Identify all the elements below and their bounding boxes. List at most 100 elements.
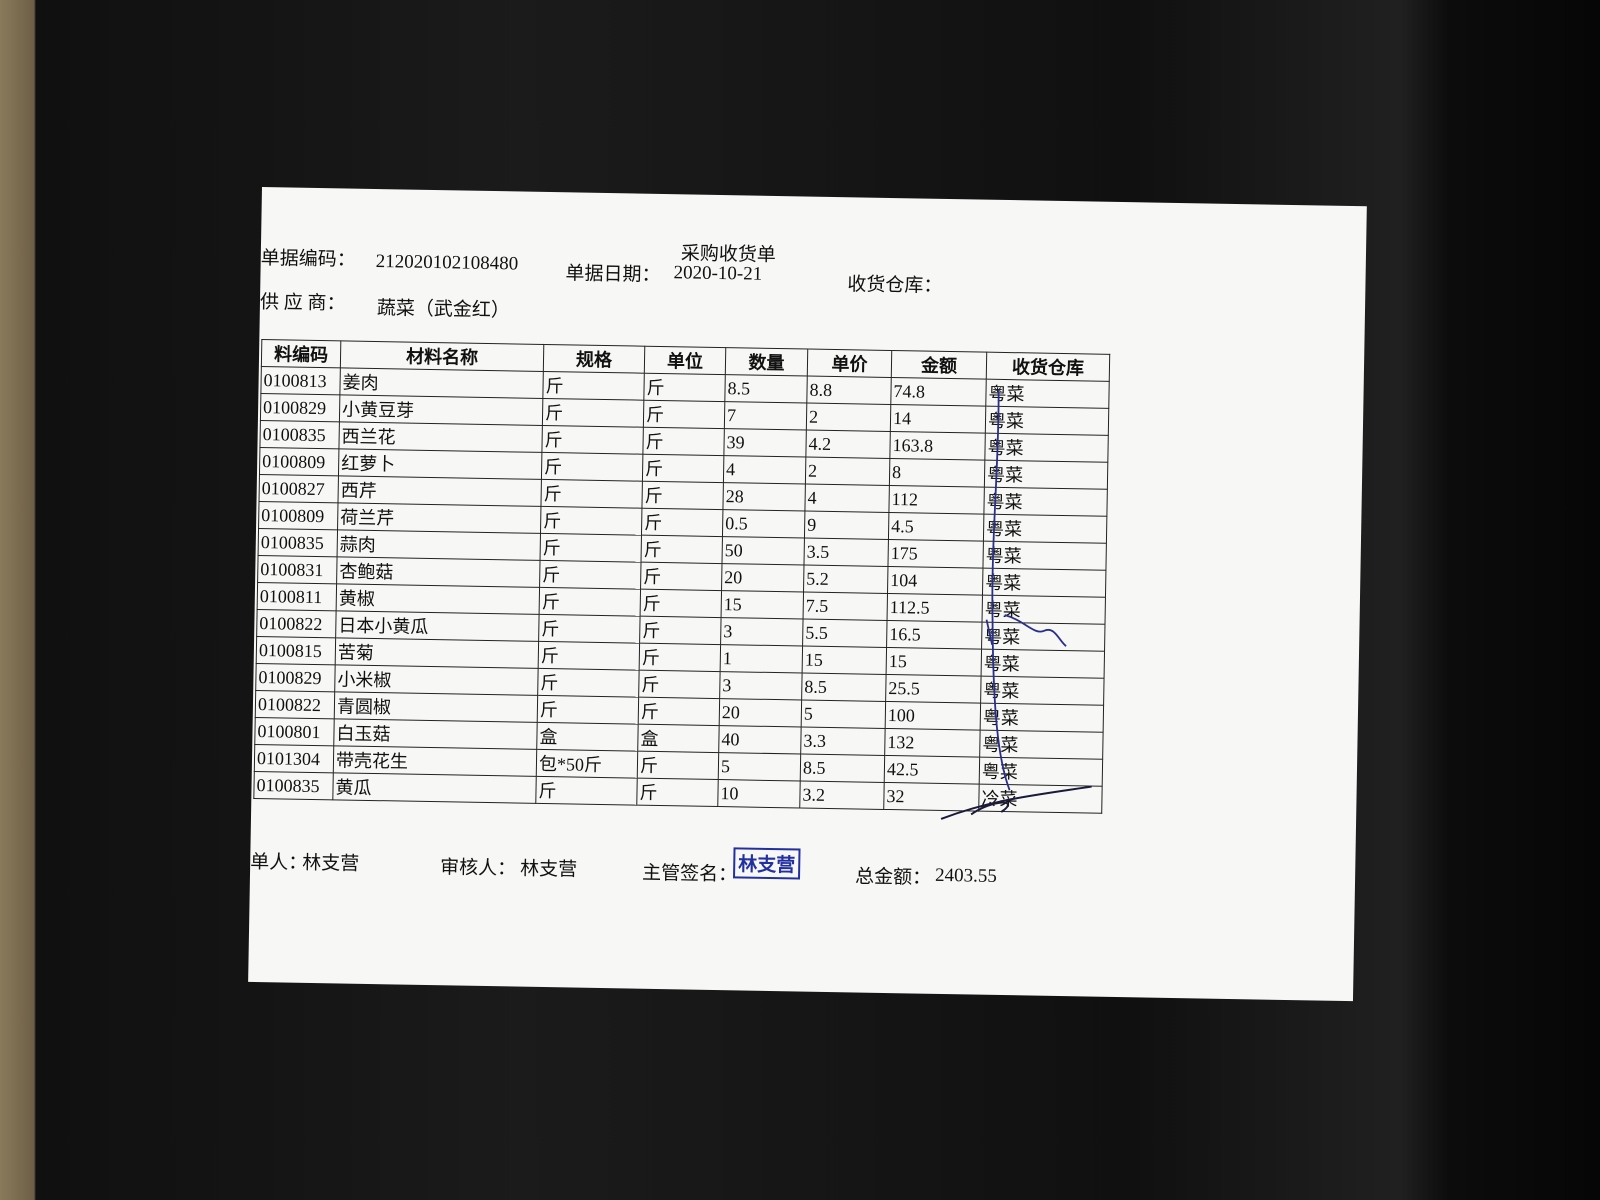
table-cell: 斤 xyxy=(539,560,642,590)
table-cell: 2 xyxy=(806,403,891,432)
table-cell: 5 xyxy=(801,699,886,729)
reviewer-label: 审核人： xyxy=(439,857,517,880)
table-cell: 斤 xyxy=(542,398,644,428)
table-cell: 20 xyxy=(719,698,802,727)
table-cell: 斤 xyxy=(540,533,642,563)
table-cell: 0.5 xyxy=(722,509,805,539)
table-cell: 20 xyxy=(721,563,804,593)
table-cell: 斤 xyxy=(540,506,642,536)
table-cell: 8.5 xyxy=(800,753,885,783)
column-header: 单位 xyxy=(644,346,726,375)
table-cell: 红萝卜 xyxy=(338,448,542,480)
table-cell: 0100813 xyxy=(260,366,341,395)
table-cell: 15 xyxy=(721,590,804,620)
table-cell: 4.2 xyxy=(805,430,891,459)
table-cell: 8.5 xyxy=(801,673,887,702)
table-cell: 5.2 xyxy=(803,565,888,594)
table-cell: 日本小黄瓜 xyxy=(335,610,540,642)
table-cell: 39 xyxy=(723,428,807,458)
table-cell: 0100835 xyxy=(253,771,334,800)
table-cell: 青圆椒 xyxy=(334,691,538,723)
table-cell: 1 xyxy=(720,644,803,674)
table-cell: 28 xyxy=(722,482,806,512)
table-cell: 姜肉 xyxy=(339,367,544,399)
table-cell: 斤 xyxy=(538,614,641,644)
handwritten-signature xyxy=(940,389,1092,820)
reviewer: 林支营 xyxy=(519,858,578,881)
table-cell: 50 xyxy=(721,536,805,566)
table-cell: 斤 xyxy=(541,452,643,482)
table-cell: 斤 xyxy=(641,508,723,537)
table-cell: 7 xyxy=(724,401,807,431)
date-label: 单据日期： xyxy=(565,263,661,286)
table-cell: 斤 xyxy=(642,454,724,483)
table-cell: 斤 xyxy=(541,425,644,455)
table-cell: 0100835 xyxy=(259,420,340,449)
table-cell: 0100811 xyxy=(257,582,337,611)
table-cell: 斤 xyxy=(641,481,724,510)
table-cell: 黄椒 xyxy=(336,583,540,615)
table-cell: 蒜肉 xyxy=(337,529,541,561)
column-header: 收货仓库 xyxy=(986,352,1110,382)
table-cell: 苦菊 xyxy=(335,637,539,669)
table-cell: 2 xyxy=(805,457,890,486)
total-label: 总金额： xyxy=(854,866,932,889)
table-cell: 斤 xyxy=(535,776,638,806)
table-cell: 斤 xyxy=(641,535,723,564)
table-cell: 0100801 xyxy=(254,717,335,746)
maker: 林支营 xyxy=(302,852,360,875)
table-cell: 带壳花生 xyxy=(333,745,537,777)
table-cell: 包*50斤 xyxy=(536,749,638,779)
table-cell: 小黄豆芽 xyxy=(339,394,543,426)
table-cell: 3.2 xyxy=(799,780,885,810)
table-cell: 8.8 xyxy=(806,376,892,405)
table-cell: 斤 xyxy=(539,587,641,617)
receipt-paper: 采购收货单 单据编码： 212020102108480 单据日期： 2020-1… xyxy=(248,187,1367,1002)
table-cell: 斤 xyxy=(639,643,721,672)
supplier: 蔬菜（武金红） xyxy=(376,298,511,322)
table-cell: 西兰花 xyxy=(338,421,543,453)
table-cell: 7.5 xyxy=(803,592,888,621)
table-cell: 黄瓜 xyxy=(332,772,537,804)
doc-no-label: 单据编码： xyxy=(260,247,356,271)
column-header: 规格 xyxy=(543,344,645,374)
table-cell: 杏鲍菇 xyxy=(336,556,541,588)
table-cell: 盒 xyxy=(536,722,639,752)
table-cell: 荷兰芹 xyxy=(337,502,541,534)
column-header: 单价 xyxy=(807,349,892,378)
column-header: 料编码 xyxy=(261,339,341,368)
table-cell: 0100829 xyxy=(260,393,340,422)
table-cell: 0100831 xyxy=(257,555,338,584)
column-header: 数量 xyxy=(725,347,808,377)
table-cell: 0100815 xyxy=(256,636,336,665)
table-cell: 0100822 xyxy=(255,690,335,719)
table-cell: 斤 xyxy=(642,427,725,456)
table-cell: 西芹 xyxy=(337,475,542,507)
table-cell: 3 xyxy=(720,617,804,647)
doc-no: 212020102108480 xyxy=(375,250,519,275)
table-cell: 斤 xyxy=(640,589,722,618)
table-cell: 斤 xyxy=(636,778,719,807)
table-cell: 0100809 xyxy=(258,501,338,530)
table-cell: 5 xyxy=(718,752,801,781)
table-cell: 9 xyxy=(804,511,889,540)
table-cell: 白玉菇 xyxy=(333,718,538,750)
table-cell: 斤 xyxy=(639,616,722,645)
table-cell: 斤 xyxy=(537,668,640,698)
table-cell: 0100827 xyxy=(259,474,339,503)
table-cell: 斤 xyxy=(540,479,643,509)
warehouse-label: 收货仓库： xyxy=(847,274,943,297)
table-cell: 斤 xyxy=(638,697,720,726)
table-cell: 4 xyxy=(804,484,890,513)
table-cell: 10 xyxy=(717,779,801,808)
table-cell: 3.5 xyxy=(803,538,889,567)
supplier-label: 供 应 商： xyxy=(259,291,346,315)
table-cell: 3 xyxy=(719,671,803,700)
table-cell: 斤 xyxy=(643,400,725,429)
table-cell: 3.3 xyxy=(800,726,886,756)
table-cell: 4 xyxy=(723,455,806,485)
table-cell: 盒 xyxy=(637,724,720,753)
date: 2020-10-21 xyxy=(673,262,763,285)
table-cell: 斤 xyxy=(638,670,721,699)
